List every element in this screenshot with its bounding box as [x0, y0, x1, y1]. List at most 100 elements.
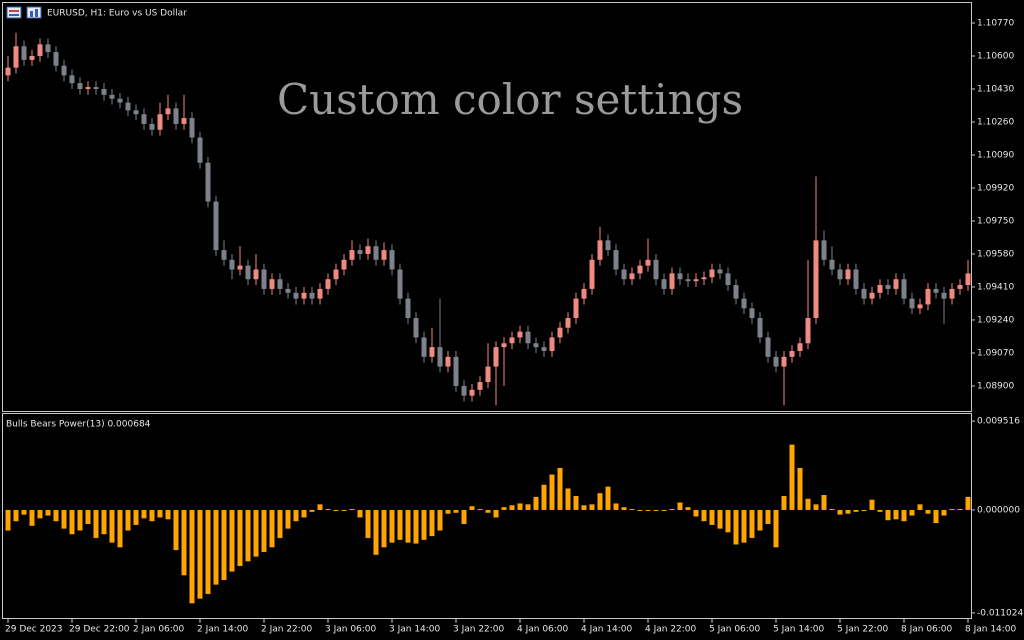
candle-body	[829, 259, 835, 270]
y-tick-label: 1.09070	[977, 348, 1014, 358]
candle-body	[541, 347, 547, 352]
y-tick-label: 1.10090	[977, 150, 1014, 160]
bar	[509, 505, 515, 510]
bar	[493, 509, 499, 518]
candle-body	[245, 265, 251, 280]
candle-body	[21, 46, 27, 60]
x-tick-label: 29 Dec 2023	[5, 625, 63, 635]
bar	[581, 505, 587, 510]
bar	[557, 467, 563, 510]
bar	[629, 509, 635, 511]
icon	[35, 9, 38, 17]
bar	[21, 509, 27, 515]
bar	[69, 509, 75, 535]
bar	[565, 488, 571, 510]
candle-body	[765, 337, 771, 357]
candle-body	[549, 337, 555, 352]
candle-body	[357, 250, 363, 254]
candle-body	[525, 331, 531, 344]
candle-body	[637, 265, 643, 274]
candle-body	[173, 108, 179, 124]
candle-body	[557, 327, 563, 338]
bar	[429, 509, 435, 537]
indicator-title: Bulls Bears Power(13) 0.000684	[6, 420, 151, 430]
x-tick-label: 4 Jan 06:00	[517, 625, 569, 635]
bar	[709, 509, 715, 525]
bar	[741, 509, 747, 543]
icon	[9, 10, 19, 12]
y-tick-label: 1.08900	[977, 381, 1014, 391]
bar	[269, 509, 275, 548]
y-tick-label: 1.10260	[977, 117, 1014, 127]
candle-body	[669, 273, 675, 289]
candle-body	[621, 269, 627, 280]
candle-body	[421, 337, 427, 357]
y-tick-label: 0.000000	[977, 505, 1020, 515]
candle-body	[349, 250, 355, 260]
bar	[189, 509, 195, 604]
candle-body	[317, 288, 323, 299]
bar	[173, 509, 179, 551]
bar	[517, 503, 523, 510]
candle-body	[885, 285, 891, 289]
candle-body	[285, 288, 291, 293]
bar	[197, 509, 203, 599]
bar	[29, 509, 35, 526]
candle-body	[493, 347, 499, 367]
bar	[661, 509, 667, 511]
bar	[469, 506, 475, 510]
bar	[397, 509, 403, 540]
bar	[589, 504, 595, 510]
bar	[845, 509, 851, 514]
bar	[13, 509, 19, 522]
bar	[653, 509, 659, 511]
candle-body	[453, 356, 459, 386]
bar	[341, 509, 347, 511]
x-tick-label: 4 Jan 22:00	[645, 625, 697, 635]
x-tick-label: 5 Jan 14:00	[773, 625, 825, 635]
bar	[781, 495, 787, 510]
bar	[101, 509, 107, 535]
candle-body	[437, 347, 443, 367]
bar	[773, 509, 779, 548]
candle-body	[709, 269, 715, 278]
icon	[6, 6, 22, 19]
candle-body	[5, 67, 11, 76]
bar	[205, 509, 211, 594]
candle-body	[877, 285, 883, 293]
candle-body	[125, 102, 131, 111]
x-tick-label: 2 Jan 06:00	[133, 625, 185, 635]
candle-body	[701, 277, 707, 280]
y-tick-label: 1.10430	[977, 84, 1014, 94]
candle-body	[85, 87, 91, 89]
bar	[125, 509, 131, 531]
candle-body	[533, 343, 539, 348]
candle-body	[93, 87, 99, 89]
bar	[61, 509, 67, 529]
candle-body	[861, 288, 867, 299]
candle-body	[933, 288, 939, 293]
candle-body	[677, 273, 683, 280]
bar	[573, 495, 579, 510]
candle-body	[133, 110, 139, 115]
bar	[877, 509, 883, 512]
candle-body	[917, 304, 923, 309]
candle-body	[261, 269, 267, 289]
x-tick-label: 29 Dec 22:00	[69, 625, 130, 635]
candle-body	[413, 318, 419, 338]
bar	[501, 507, 507, 510]
x-tick-label: 4 Jan 14:00	[581, 625, 633, 635]
bar	[117, 509, 123, 548]
bar	[237, 509, 243, 566]
bar	[837, 509, 843, 515]
candle-body	[29, 55, 35, 60]
candle-body	[389, 250, 395, 270]
bar	[349, 509, 355, 511]
bar	[693, 509, 699, 517]
bar	[941, 509, 947, 516]
bar	[597, 493, 603, 510]
candle-body	[221, 250, 227, 260]
candle-body	[325, 279, 331, 289]
bar	[285, 509, 291, 529]
